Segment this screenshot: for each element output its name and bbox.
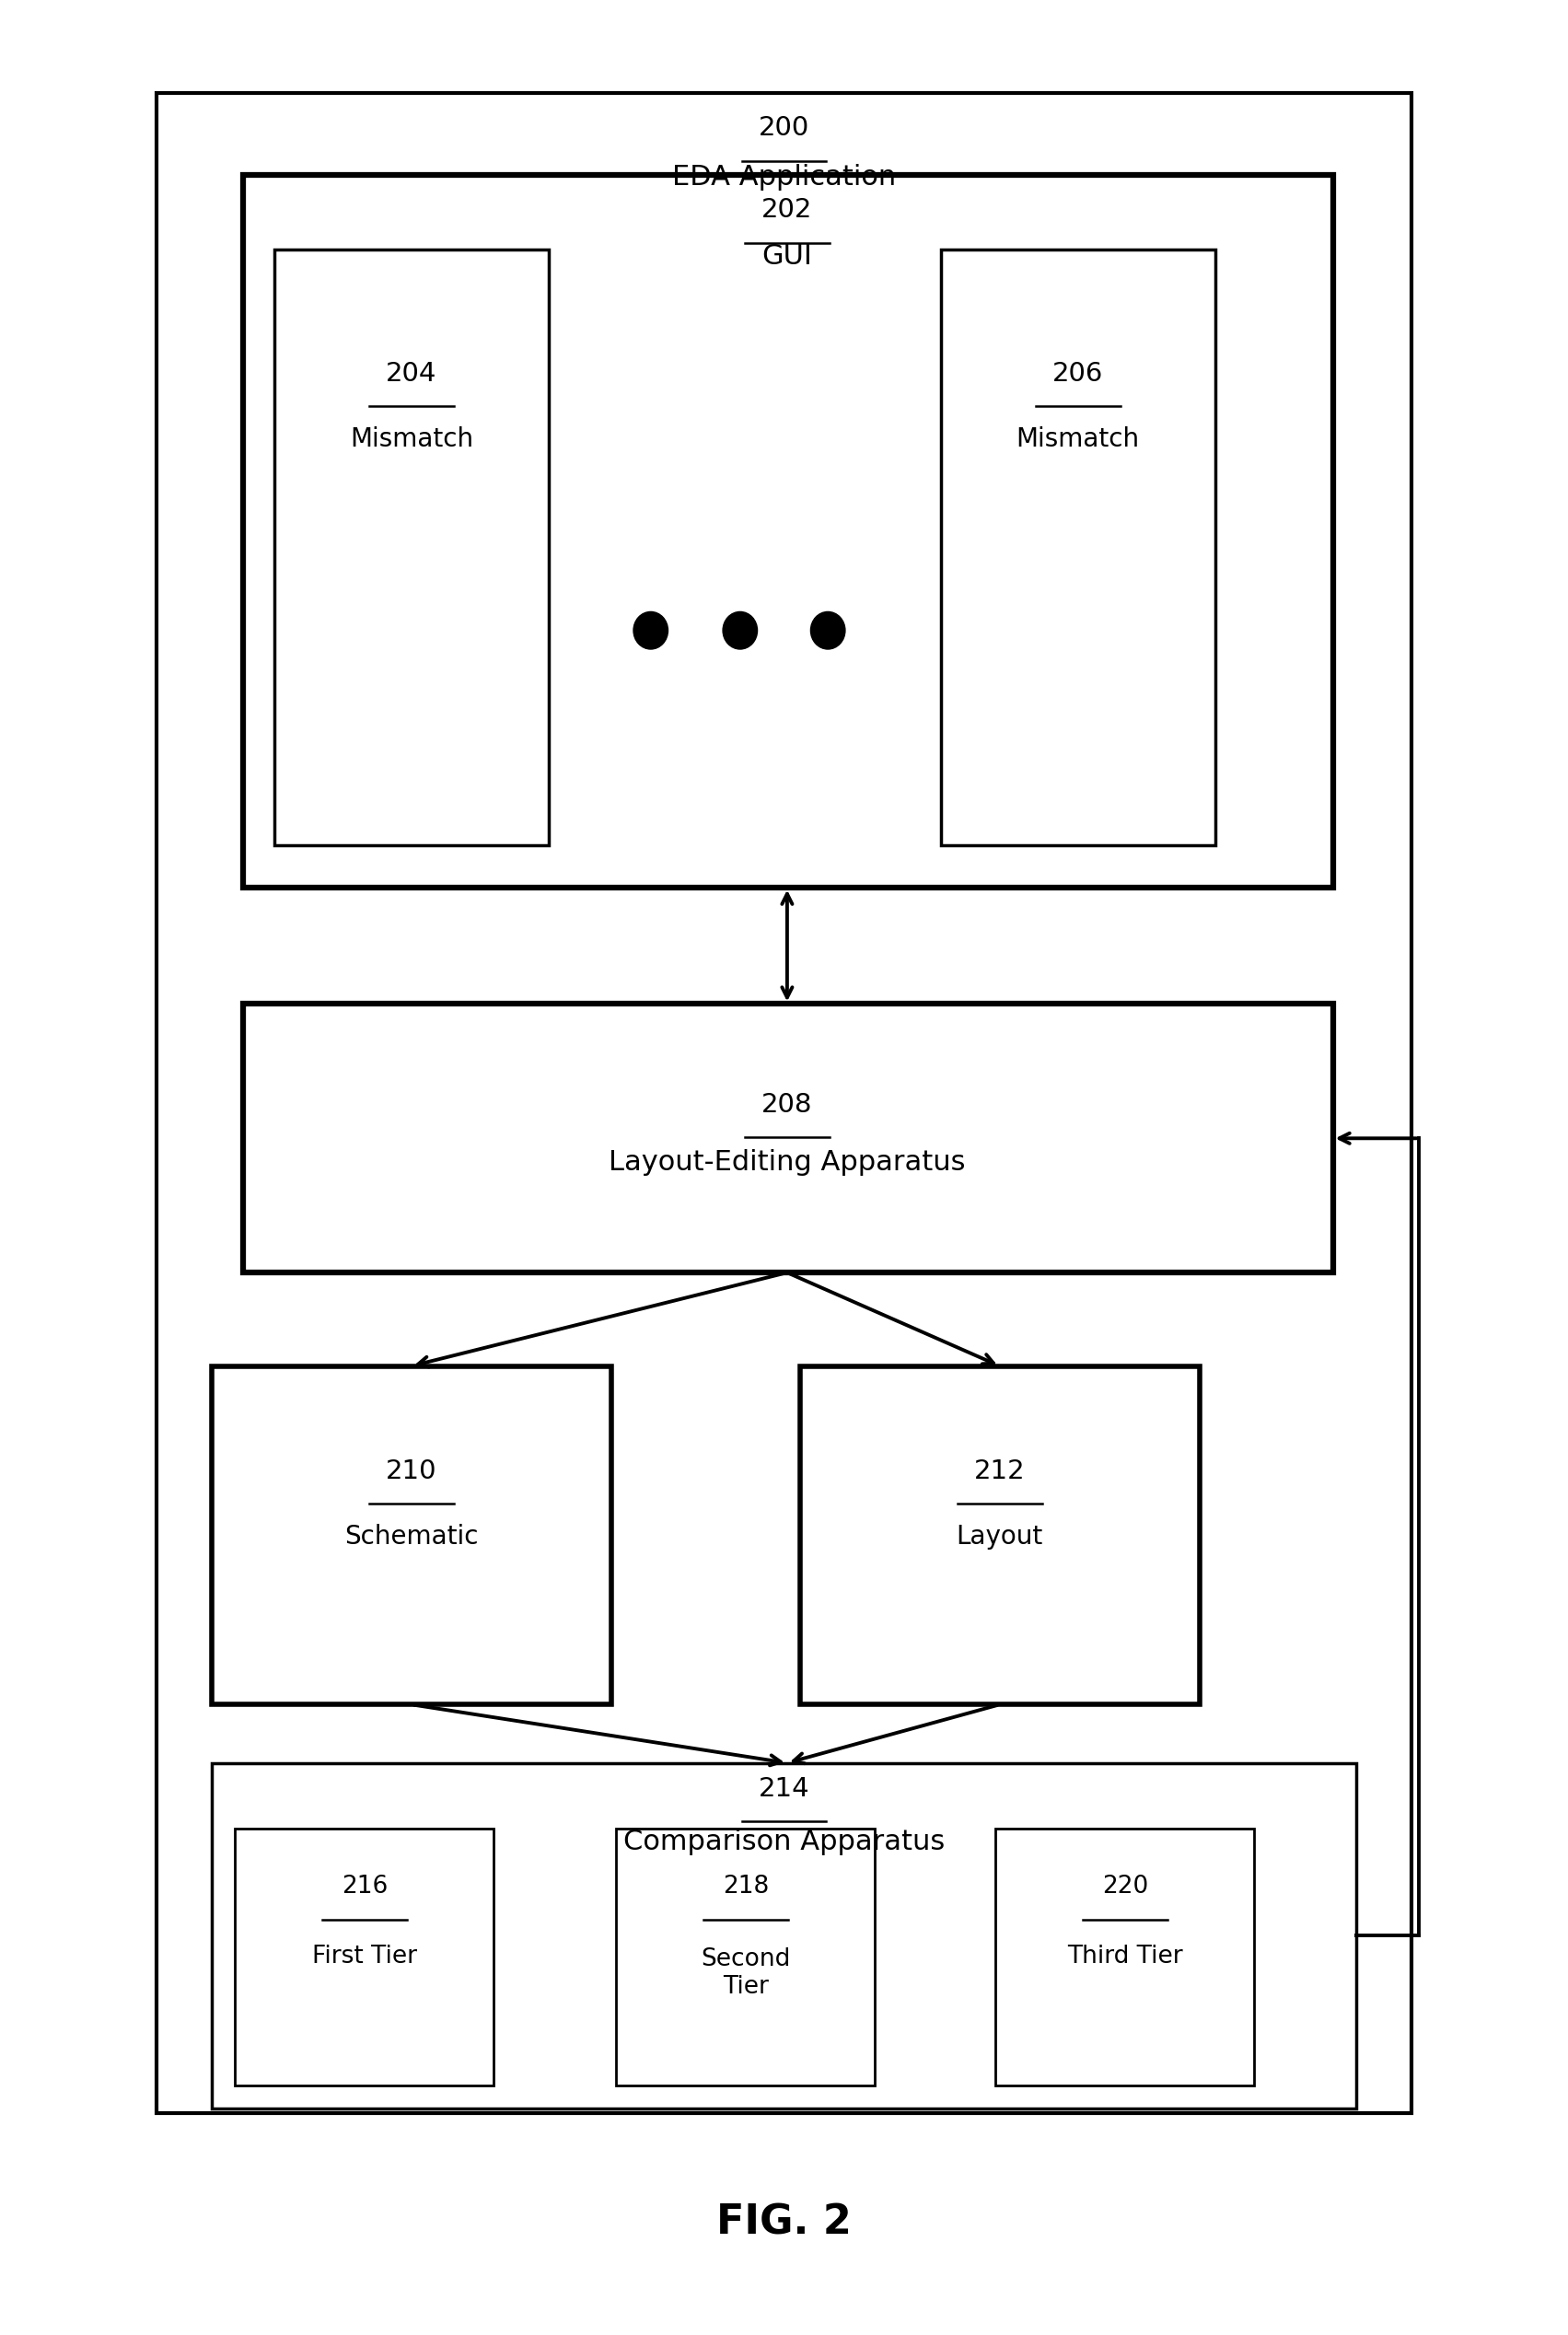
Bar xyxy=(800,1366,1200,1705)
Text: 214: 214 xyxy=(759,1775,809,1803)
Text: Third Tier: Third Tier xyxy=(1068,1945,1182,1968)
Bar xyxy=(243,1004,1333,1273)
Text: FIG. 2: FIG. 2 xyxy=(717,2204,851,2242)
Text: 200: 200 xyxy=(759,114,809,142)
Text: First Tier: First Tier xyxy=(312,1945,417,1968)
Text: 204: 204 xyxy=(386,360,437,388)
Text: 208: 208 xyxy=(762,1090,812,1118)
Bar xyxy=(941,250,1215,845)
Text: Layout-Editing Apparatus: Layout-Editing Apparatus xyxy=(608,1149,966,1177)
Bar xyxy=(243,175,1333,887)
Text: Schematic: Schematic xyxy=(345,1522,478,1550)
Bar xyxy=(157,93,1411,2113)
Bar xyxy=(274,250,549,845)
Text: 212: 212 xyxy=(974,1457,1025,1485)
Text: Second
Tier: Second Tier xyxy=(701,1947,790,1999)
Ellipse shape xyxy=(811,612,845,649)
Bar xyxy=(212,1763,1356,2109)
Bar xyxy=(212,1366,612,1705)
Bar xyxy=(235,1828,494,2085)
Ellipse shape xyxy=(633,612,668,649)
Text: Layout: Layout xyxy=(956,1522,1043,1550)
Text: Mismatch: Mismatch xyxy=(350,425,474,453)
Text: 218: 218 xyxy=(723,1875,768,1898)
Text: 206: 206 xyxy=(1052,360,1104,388)
Bar xyxy=(616,1828,875,2085)
Text: 216: 216 xyxy=(342,1875,387,1898)
Text: 202: 202 xyxy=(762,196,812,224)
Text: 220: 220 xyxy=(1102,1875,1148,1898)
Text: Comparison Apparatus: Comparison Apparatus xyxy=(622,1828,946,1856)
Text: Mismatch: Mismatch xyxy=(1016,425,1140,453)
Text: EDA Application: EDA Application xyxy=(673,163,895,191)
Text: GUI: GUI xyxy=(762,243,812,271)
Ellipse shape xyxy=(723,612,757,649)
Bar xyxy=(996,1828,1254,2085)
Text: 210: 210 xyxy=(386,1457,437,1485)
